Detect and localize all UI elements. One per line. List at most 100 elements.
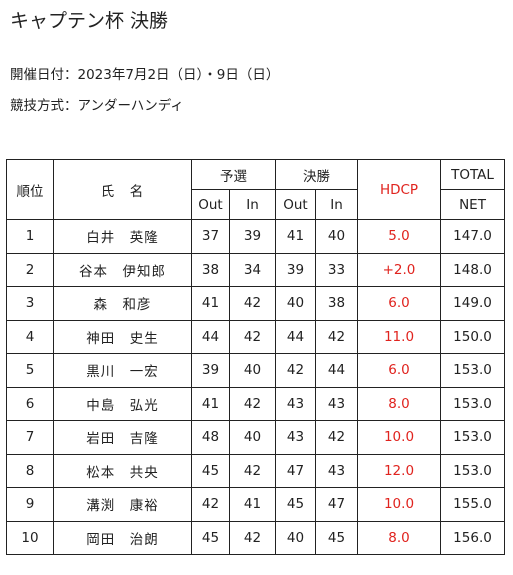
player-name: 溝渕 康裕: [53, 487, 192, 522]
net-total: 153.0: [440, 353, 505, 388]
qualifying-out-score: 38: [191, 252, 230, 287]
hdcp-value: 8.0: [357, 520, 441, 555]
hdcp-value: 5.0: [357, 219, 441, 254]
player-name: 松本 共央: [53, 453, 192, 488]
player-name: 森 和彦: [53, 286, 192, 321]
qualifying-out-score: 41: [191, 286, 230, 321]
qualifying-out-score: 48: [191, 420, 230, 455]
hdcp-value: 8.0: [357, 386, 441, 421]
final-out-score: 40: [275, 286, 316, 321]
qualifying-out-score: 44: [191, 319, 230, 354]
table-row: 6 中島 弘光 41 42 43 43 8.0 153.0: [6, 386, 505, 421]
player-name: 谷本 伊知郎: [53, 252, 192, 287]
qualifying-in-score: 40: [229, 420, 276, 455]
net-total: 155.0: [440, 487, 505, 522]
player-name: 中島 弘光: [53, 386, 192, 421]
final-in-score: 33: [315, 252, 358, 287]
player-name: 黒川 一宏: [53, 353, 192, 388]
final-out-score: 41: [275, 219, 316, 254]
hdcp-value: 10.0: [357, 487, 441, 522]
event-date: 開催日付：2023年7月2日（日）・9日（日）: [10, 67, 280, 83]
net-total: 153.0: [440, 453, 505, 488]
rank-cell: 8: [6, 453, 54, 488]
header-qualifying: 予選: [191, 159, 276, 190]
qualifying-out-score: 45: [191, 520, 230, 555]
qualifying-out-score: 41: [191, 386, 230, 421]
net-total: 156.0: [440, 520, 505, 555]
competition-format: 競技方式：アンダーハンディ: [10, 98, 184, 114]
table-row: 5 黒川 一宏 39 40 42 44 6.0 153.0: [6, 353, 505, 388]
header-row: 順位 氏 名 予選 決勝 HDCP TOTAL: [6, 159, 505, 220]
qualifying-in-score: 42: [229, 520, 276, 555]
header-total: TOTAL: [440, 159, 505, 190]
rank-cell: 1: [6, 219, 54, 254]
final-in-score: 42: [315, 420, 358, 455]
final-in-score: 38: [315, 286, 358, 321]
final-in-score: 44: [315, 353, 358, 388]
qualifying-in-score: 42: [229, 453, 276, 488]
qualifying-out-score: 39: [191, 353, 230, 388]
rank-cell: 4: [6, 319, 54, 354]
net-total: 147.0: [440, 219, 505, 254]
final-out-score: 43: [275, 420, 316, 455]
header-hdcp: HDCP: [357, 159, 441, 220]
table-row: 3 森 和彦 41 42 40 38 6.0 149.0: [6, 286, 505, 321]
rank-cell: 10: [6, 520, 54, 555]
net-total: 148.0: [440, 252, 505, 287]
qualifying-in-score: 41: [229, 487, 276, 522]
final-in-score: 42: [315, 319, 358, 354]
qualifying-in-score: 42: [229, 386, 276, 421]
table-row: 9 溝渕 康裕 42 41 45 47 10.0 155.0: [6, 487, 505, 522]
final-out-score: 45: [275, 487, 316, 522]
header-rank: 順位: [6, 159, 54, 220]
net-total: 153.0: [440, 386, 505, 421]
final-out-score: 42: [275, 353, 316, 388]
rank-cell: 6: [6, 386, 54, 421]
player-name: 岡田 治朗: [53, 520, 192, 555]
header-name: 氏 名: [53, 159, 192, 220]
table-row: 1 白井 英隆 37 39 41 40 5.0 147.0: [6, 219, 505, 254]
net-total: 150.0: [440, 319, 505, 354]
final-in-score: 45: [315, 520, 358, 555]
rank-cell: 9: [6, 487, 54, 522]
hdcp-value: 10.0: [357, 420, 441, 455]
table-row: 8 松本 共央 45 42 47 43 12.0 153.0: [6, 453, 505, 488]
hdcp-value: 6.0: [357, 286, 441, 321]
table-row: 10 岡田 治朗 45 42 40 45 8.0 156.0: [6, 520, 505, 555]
header-qualifying-in: In: [229, 189, 276, 220]
final-in-score: 43: [315, 453, 358, 488]
qualifying-out-score: 45: [191, 453, 230, 488]
header-final-out: Out: [275, 189, 316, 220]
qualifying-in-score: 34: [229, 252, 276, 287]
hdcp-value: 6.0: [357, 353, 441, 388]
hdcp-value: 11.0: [357, 319, 441, 354]
final-out-score: 40: [275, 520, 316, 555]
subheader-row: Out In Out In NET: [7, 189, 505, 220]
header-final: 決勝: [275, 159, 358, 190]
table-row: 4 神田 史生 44 42 44 42 11.0 150.0: [6, 319, 505, 354]
final-in-score: 40: [315, 219, 358, 254]
qualifying-out-score: 42: [191, 487, 230, 522]
header-qualifying-out: Out: [191, 189, 230, 220]
qualifying-in-score: 40: [229, 353, 276, 388]
final-out-score: 43: [275, 386, 316, 421]
qualifying-in-score: 39: [229, 219, 276, 254]
page-title: キャプテン杯 決勝: [10, 10, 169, 32]
hdcp-value: 12.0: [357, 453, 441, 488]
net-total: 149.0: [440, 286, 505, 321]
table-row: 7 岩田 吉隆 48 40 43 42 10.0 153.0: [6, 420, 505, 455]
rank-cell: 3: [6, 286, 54, 321]
final-out-score: 39: [275, 252, 316, 287]
table-row: 2 谷本 伊知郎 38 34 39 33 +2.0 148.0: [6, 252, 505, 287]
rank-cell: 7: [6, 420, 54, 455]
qualifying-in-score: 42: [229, 319, 276, 354]
qualifying-in-score: 42: [229, 286, 276, 321]
final-in-score: 47: [315, 487, 358, 522]
rank-cell: 5: [6, 353, 54, 388]
header-net: NET: [440, 189, 505, 220]
qualifying-out-score: 37: [191, 219, 230, 254]
results-table: 順位 氏 名 予選 決勝 HDCP TOTAL Out In Out In NE…: [6, 159, 505, 555]
player-name: 神田 史生: [53, 319, 192, 354]
final-in-score: 43: [315, 386, 358, 421]
rank-cell: 2: [6, 252, 54, 287]
